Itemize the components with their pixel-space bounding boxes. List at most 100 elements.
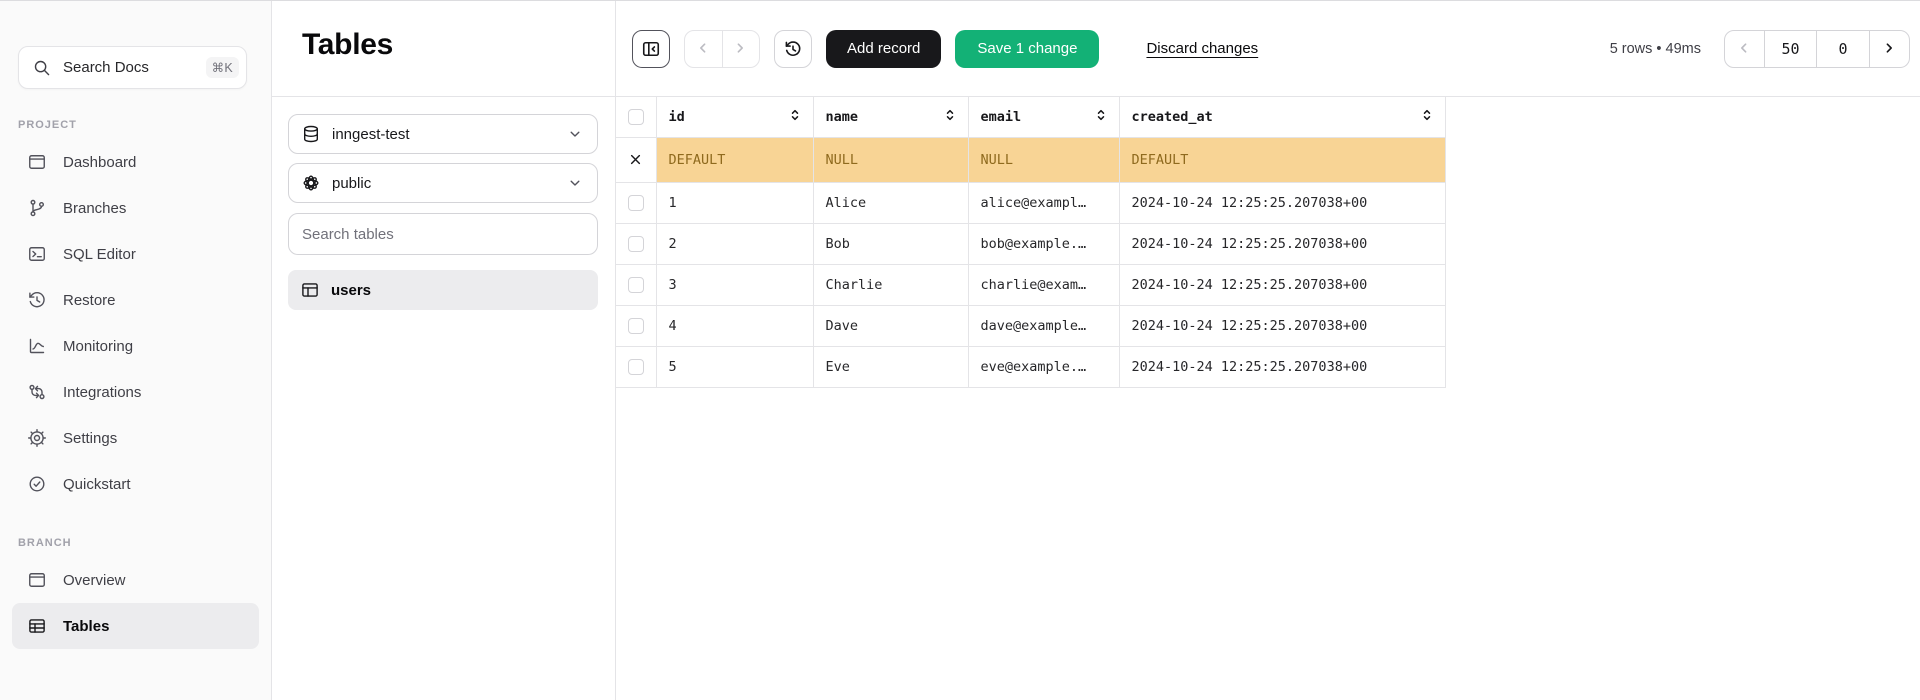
history-icon [783,39,803,59]
pending-cell-created_at[interactable]: DEFAULT [1119,137,1446,183]
sidebar-item-tables[interactable]: Tables [12,603,259,649]
sidebar-item-label: Quickstart [63,475,131,493]
cell-created_at[interactable]: 2024-10-24 12:25:25.207038+00 [1119,346,1446,388]
column-header-created_at[interactable]: created_at [1119,97,1446,138]
check-circle-icon [27,474,47,494]
table-list-item-label: users [331,281,372,299]
column-header-name[interactable]: name [813,97,969,138]
table-icon [300,280,320,300]
sidebar-item-monitoring[interactable]: Monitoring [12,323,259,369]
cell-email[interactable]: eve@example.… [968,346,1120,388]
sidebar-item-sql-editor[interactable]: SQL Editor [12,231,259,277]
pending-new-row: DEFAULT NULL NULL DEFAULT [616,137,1446,183]
page-next-button[interactable] [1870,31,1909,67]
cell-id[interactable]: 3 [656,264,814,306]
chevron-right-icon [731,39,751,59]
browser-window-icon [27,152,47,172]
row-select-cell [616,305,657,347]
record-nav-group [684,29,760,68]
sidebar-item-label: Branches [63,199,127,217]
data-grid-container: id name email created_at DEFAULT NULL NULL DEF… [616,97,1920,700]
column-label: created_at [1131,108,1213,125]
schema-select-value: public [332,174,372,192]
table-row: 1 Alice alice@exampl… 2024-10-24 12:25:25.2… [616,182,1446,224]
row-count-stats: 5 rows • 49ms [1609,40,1701,57]
chevron-left-icon [1735,39,1755,59]
cell-created_at[interactable]: 2024-10-24 12:25:25.207038+00 [1119,182,1446,224]
cell-name[interactable]: Bob [813,223,969,265]
sidebar-item-settings[interactable]: Settings [12,415,259,461]
column-label: id [668,108,685,125]
pending-cell-id[interactable]: DEFAULT [656,137,814,183]
cell-name[interactable]: Eve [813,346,969,388]
cell-name[interactable]: Dave [813,305,969,347]
pending-cell-name[interactable]: NULL [813,137,969,183]
table-row: 2 Bob bob@example.… 2024-10-24 12:25:25.207… [616,223,1446,265]
previous-record-button[interactable] [685,31,722,67]
schema-select[interactable]: public [288,163,598,203]
row-checkbox[interactable] [627,276,644,293]
cell-id[interactable]: 5 [656,346,814,388]
discard-changes-link[interactable]: Discard changes [1146,40,1259,57]
database-select-value: inngest-test [332,125,410,143]
pagination-control: 50 0 [1724,29,1910,68]
page-offset-input[interactable]: 0 [1817,30,1870,67]
cell-email[interactable]: charlie@exam… [968,264,1120,306]
remove-pending-cell [616,137,657,183]
row-select-cell [616,346,657,388]
remove-pending-row-button[interactable] [623,147,648,172]
cell-id[interactable]: 2 [656,223,814,265]
cell-email[interactable]: dave@example… [968,305,1120,347]
chevron-down-icon [565,124,585,144]
save-changes-button[interactable]: Save 1 change [955,29,1100,68]
next-record-button[interactable] [722,30,759,67]
column-header-email[interactable]: email [968,97,1120,138]
sidebar-item-integrations[interactable]: Integrations [12,369,259,415]
sidebar-item-branches[interactable]: Branches [12,185,259,231]
cell-id[interactable]: 4 [656,305,814,347]
schema-icon [301,173,321,193]
database-select[interactable]: inngest-test [288,114,598,154]
cell-email[interactable]: alice@exampl… [968,182,1120,224]
cell-created_at[interactable]: 2024-10-24 12:25:25.207038+00 [1119,264,1446,306]
table-list-item-users[interactable]: users [288,270,598,310]
sidebar-item-quickstart[interactable]: Quickstart [12,461,259,507]
cell-created_at[interactable]: 2024-10-24 12:25:25.207038+00 [1119,223,1446,265]
sidebar-item-label: Tables [63,617,110,635]
gear-icon [27,428,47,448]
row-checkbox[interactable] [627,194,644,211]
sidebar-item-label: Integrations [63,383,142,401]
row-checkbox[interactable] [627,317,644,334]
sidebar-item-dashboard[interactable]: Dashboard [12,139,259,185]
add-record-button[interactable]: Add record [826,29,942,68]
row-select-cell [616,182,657,224]
browser-window-icon [27,570,47,590]
sort-icon [1094,107,1108,127]
history-button[interactable] [774,29,812,68]
column-header-id[interactable]: id [656,97,814,138]
sort-icon [788,107,802,127]
search-docs-button[interactable]: Search Docs ⌘K [18,46,247,89]
select-all-checkbox[interactable] [627,108,644,125]
panel-left-collapse-icon [641,39,661,59]
row-checkbox[interactable] [627,358,644,375]
cell-id[interactable]: 1 [656,182,814,224]
cell-name[interactable]: Charlie [813,264,969,306]
search-tables-input[interactable] [288,213,598,255]
row-checkbox[interactable] [627,235,644,252]
toolbar: Add record Save 1 change Discard changes… [616,1,1920,97]
sidebar-item-restore[interactable]: Restore [12,277,259,323]
column-label: name [825,108,859,125]
cell-created_at[interactable]: 2024-10-24 12:25:25.207038+00 [1119,305,1446,347]
pending-cell-email[interactable]: NULL [968,137,1120,183]
cell-email[interactable]: bob@example.… [968,223,1120,265]
sidebar-item-overview[interactable]: Overview [12,557,259,603]
tables-panel: Tables inngest-test public [272,1,616,700]
page-size-input[interactable]: 50 [1764,30,1817,67]
collapse-panel-button[interactable] [632,29,670,68]
page-previous-button[interactable] [1725,31,1764,67]
table-row: 3 Charlie charlie@exam… 2024-10-24 12:25:25… [616,264,1446,306]
grid-body: DEFAULT NULL NULL DEFAULT 1 Alice alice@exampl… [616,137,1446,388]
sidebar-item-label: Settings [63,429,118,447]
cell-name[interactable]: Alice [813,182,969,224]
